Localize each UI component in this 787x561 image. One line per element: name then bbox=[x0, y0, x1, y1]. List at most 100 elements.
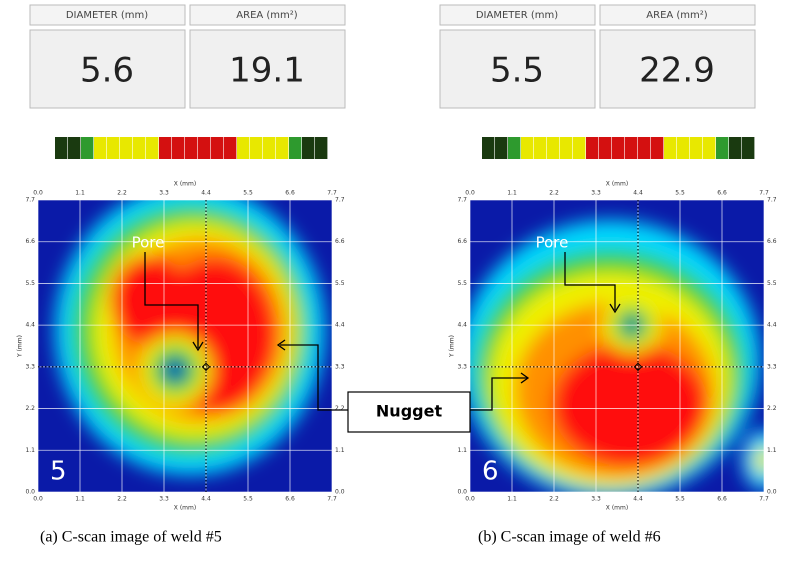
x-tick-label: 3.3 bbox=[159, 190, 169, 197]
x-axis-label: X (mm) bbox=[606, 505, 628, 512]
color-bar-cell bbox=[664, 137, 676, 159]
y-tick-label: 2.2 bbox=[767, 405, 777, 412]
x-tick-label: 0.0 bbox=[33, 496, 43, 503]
y-tick-label: 0.0 bbox=[457, 489, 467, 496]
x-tick-label: 4.4 bbox=[633, 496, 643, 503]
y-tick-label: 1.1 bbox=[457, 447, 467, 454]
color-bar-cell bbox=[508, 137, 520, 159]
heatmap bbox=[460, 200, 786, 500]
color-bar-cell bbox=[81, 137, 93, 159]
color-bar-cell bbox=[94, 137, 106, 159]
color-bar-cell bbox=[729, 137, 741, 159]
color-bar-cell bbox=[146, 137, 158, 159]
x-tick-label: 6.6 bbox=[285, 190, 295, 197]
color-bar-cell bbox=[289, 137, 301, 159]
y-tick-label: 1.1 bbox=[25, 447, 35, 454]
color-bar-cell bbox=[315, 137, 327, 159]
color-bar-cell bbox=[276, 137, 288, 159]
color-bar-cell bbox=[250, 137, 262, 159]
color-bar-cell bbox=[521, 137, 533, 159]
x-tick-label: 2.2 bbox=[117, 190, 127, 197]
x-tick-label: 7.7 bbox=[759, 190, 769, 197]
x-tick-label: 6.6 bbox=[717, 496, 727, 503]
y-tick-label: 3.3 bbox=[767, 363, 777, 370]
x-tick-label: 5.5 bbox=[243, 496, 253, 503]
x-tick-label: 6.6 bbox=[717, 190, 727, 197]
color-bar-cell bbox=[716, 137, 728, 159]
heatmap-blobs bbox=[55, 185, 325, 475]
color-bar-cell bbox=[547, 137, 559, 159]
pore-label: Pore bbox=[132, 234, 165, 252]
x-tick-label: 4.4 bbox=[201, 190, 211, 197]
y-tick-label: 3.3 bbox=[25, 363, 35, 370]
x-tick-label: 4.4 bbox=[633, 190, 643, 197]
y-tick-label: 1.1 bbox=[335, 447, 345, 454]
color-bar-cell bbox=[159, 137, 171, 159]
x-tick-label: 3.3 bbox=[159, 496, 169, 503]
y-tick-label: 6.6 bbox=[457, 238, 467, 245]
y-axis-label: Y (mm) bbox=[17, 335, 24, 358]
color-bar-cell bbox=[742, 137, 754, 159]
color-bar-cell bbox=[625, 137, 637, 159]
x-tick-label: 2.2 bbox=[549, 190, 559, 197]
nugget-label: Nugget bbox=[376, 402, 443, 421]
y-tick-label: 0.0 bbox=[767, 489, 777, 496]
header-label: AREA (mm²) bbox=[236, 10, 298, 21]
color-bar-cell bbox=[68, 137, 80, 159]
x-tick-label: 2.2 bbox=[549, 496, 559, 503]
color-bar-cell bbox=[185, 137, 197, 159]
value-text: 5.6 bbox=[80, 51, 134, 91]
color-bar-cell bbox=[690, 137, 702, 159]
weld-number: 6 bbox=[482, 457, 499, 487]
y-tick-label: 6.6 bbox=[335, 238, 345, 245]
heat-blob bbox=[552, 343, 708, 467]
caption: (a) C-scan image of weld #5 bbox=[40, 529, 222, 546]
heat-blob bbox=[163, 358, 187, 382]
y-tick-label: 7.7 bbox=[25, 197, 35, 204]
pore-label: Pore bbox=[536, 234, 569, 252]
y-tick-label: 6.6 bbox=[767, 238, 777, 245]
color-bar-cell bbox=[495, 137, 507, 159]
y-tick-label: 4.4 bbox=[25, 322, 35, 329]
color-bar-cell bbox=[482, 137, 494, 159]
color-bar-cell bbox=[677, 137, 689, 159]
x-tick-label: 3.3 bbox=[591, 496, 601, 503]
y-tick-label: 0.0 bbox=[25, 489, 35, 496]
color-bar-cell bbox=[198, 137, 210, 159]
color-bar-cell bbox=[237, 137, 249, 159]
color-bar-cell bbox=[612, 137, 624, 159]
color-bar-cell bbox=[133, 137, 145, 159]
x-tick-label: 7.7 bbox=[327, 496, 337, 503]
value-text: 22.9 bbox=[639, 51, 715, 91]
y-axis-label: Y (mm) bbox=[449, 335, 456, 358]
y-tick-label: 2.2 bbox=[25, 405, 35, 412]
header-label: DIAMETER (mm) bbox=[66, 10, 148, 21]
x-axis-label: X (mm) bbox=[174, 181, 196, 188]
y-tick-label: 7.7 bbox=[767, 197, 777, 204]
header-label: DIAMETER (mm) bbox=[476, 10, 558, 21]
x-tick-label: 6.6 bbox=[285, 496, 295, 503]
x-axis-label: X (mm) bbox=[174, 505, 196, 512]
caption: (b) C-scan image of weld #6 bbox=[478, 529, 661, 546]
color-bar-cell bbox=[586, 137, 598, 159]
color-bar-cell bbox=[560, 137, 572, 159]
color-bar-cell bbox=[55, 137, 67, 159]
color-bar-cell bbox=[651, 137, 663, 159]
y-tick-label: 5.5 bbox=[335, 280, 345, 287]
value-text: 5.5 bbox=[490, 51, 544, 91]
color-bar-cell bbox=[224, 137, 236, 159]
x-tick-label: 3.3 bbox=[591, 190, 601, 197]
color-bar-cell bbox=[120, 137, 132, 159]
color-bar-cell bbox=[211, 137, 223, 159]
color-bar-cell bbox=[599, 137, 611, 159]
color-bar-cell bbox=[703, 137, 715, 159]
y-tick-label: 1.1 bbox=[767, 447, 777, 454]
color-bar-cell bbox=[263, 137, 275, 159]
x-tick-label: 0.0 bbox=[33, 190, 43, 197]
y-tick-label: 4.4 bbox=[335, 322, 345, 329]
color-bar-cell bbox=[638, 137, 650, 159]
x-tick-label: 2.2 bbox=[117, 496, 127, 503]
x-tick-label: 5.5 bbox=[675, 190, 685, 197]
y-tick-label: 0.0 bbox=[335, 489, 345, 496]
heatmap bbox=[38, 185, 332, 492]
